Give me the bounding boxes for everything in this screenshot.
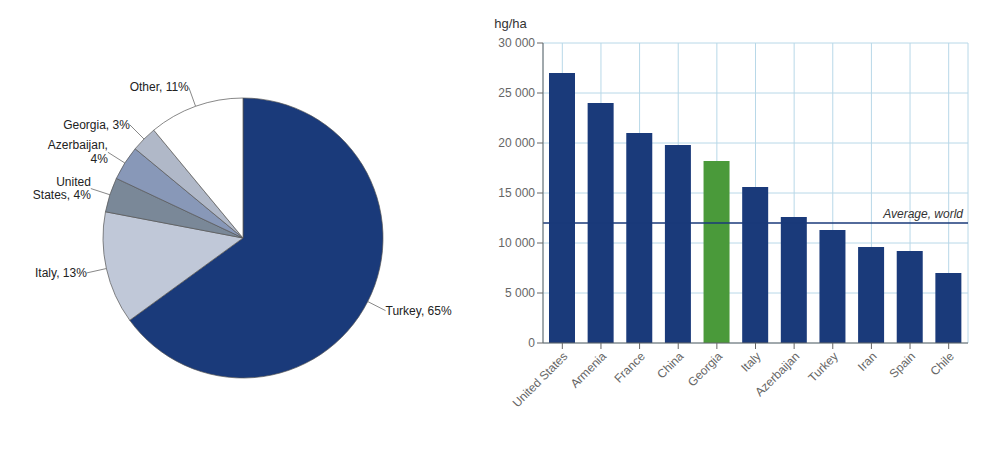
svg-text:Chile: Chile	[928, 349, 957, 378]
svg-text:Georgia: Georgia	[685, 349, 725, 389]
svg-text:Italy, 13%: Italy, 13%	[35, 266, 87, 280]
svg-text:United States: United States	[510, 349, 571, 410]
svg-text:Spain: Spain	[887, 349, 919, 381]
svg-text:Other, 11%: Other, 11%	[130, 80, 189, 94]
svg-text:5 000: 5 000	[505, 286, 535, 300]
svg-text:Azerbaijan,4%: Azerbaijan,4%	[48, 138, 108, 166]
svg-text:France: France	[611, 349, 648, 386]
svg-text:Armenia: Armenia	[568, 349, 610, 391]
svg-text:10 000: 10 000	[498, 236, 535, 250]
svg-text:Turkey, 65%: Turkey, 65%	[386, 304, 452, 318]
svg-text:Iran: Iran	[855, 349, 880, 374]
svg-text:UnitedStates, 4%: UnitedStates, 4%	[33, 175, 91, 203]
svg-text:Italy: Italy	[738, 349, 763, 374]
svg-text:China: China	[654, 349, 686, 381]
svg-text:Azerbaijan: Azerbaijan	[752, 349, 802, 399]
svg-text:Average, world: Average, world	[882, 207, 963, 221]
svg-text:0: 0	[528, 336, 535, 350]
svg-text:Georgia, 3%: Georgia, 3%	[63, 118, 130, 132]
svg-text:Turkey: Turkey	[805, 349, 841, 385]
svg-text:20 000: 20 000	[498, 136, 535, 150]
svg-text:hg/ha: hg/ha	[494, 16, 527, 31]
svg-text:15 000: 15 000	[498, 186, 535, 200]
svg-text:30 000: 30 000	[498, 36, 535, 50]
svg-text:25 000: 25 000	[498, 86, 535, 100]
